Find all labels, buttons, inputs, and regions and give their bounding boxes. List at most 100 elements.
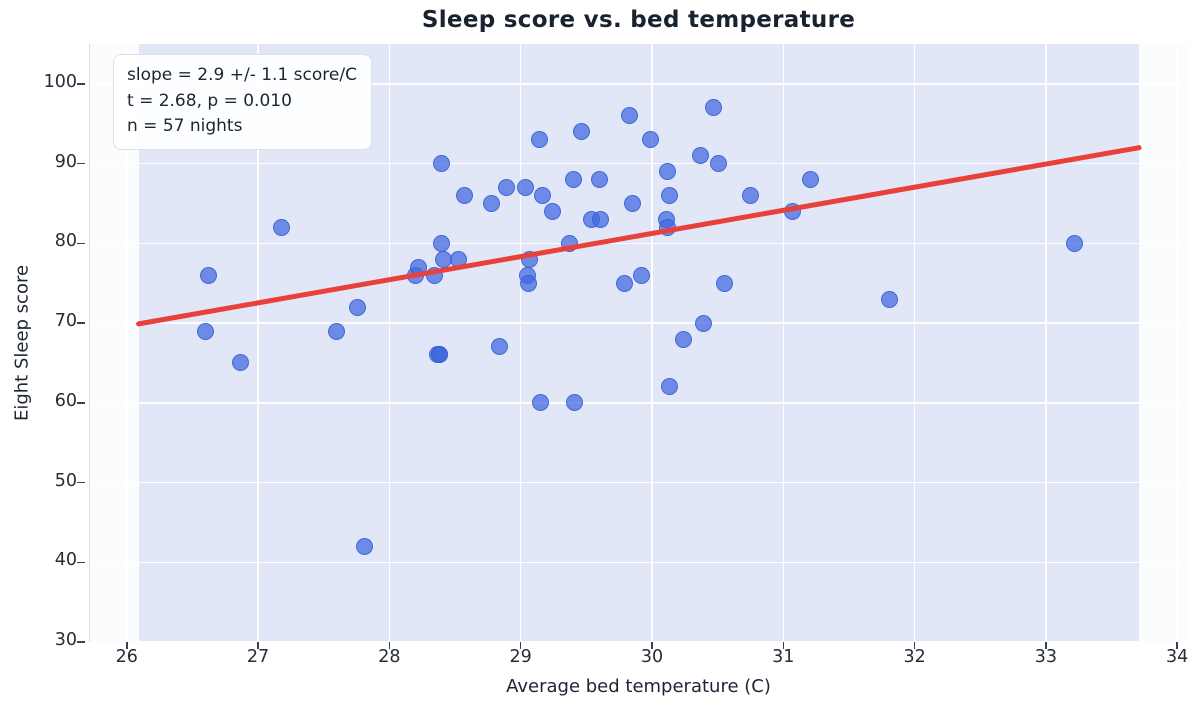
data-point (564, 171, 582, 189)
data-point (659, 163, 677, 181)
annotation-line-stats: t = 2.68, p = 0.010 (127, 90, 292, 111)
data-point (710, 155, 728, 173)
data-point (674, 330, 692, 348)
data-point (483, 194, 501, 212)
data-point (531, 394, 549, 412)
x-tick-mark (257, 642, 259, 649)
gridline-vertical (519, 44, 522, 641)
x-tick-label: 34 (1166, 647, 1189, 667)
trend-line-svg (136, 145, 1142, 327)
x-tick-label: 26 (115, 647, 138, 667)
x-tick-mark (1176, 642, 1178, 649)
data-point (705, 99, 723, 117)
data-point (615, 274, 633, 292)
data-point (590, 171, 608, 189)
gridline-horizontal (90, 641, 1188, 643)
data-point (741, 186, 759, 204)
data-point (715, 274, 733, 292)
y-tick-label: 50 (54, 470, 77, 491)
data-point (199, 266, 217, 284)
data-point (1066, 234, 1084, 252)
y-tick-mark (77, 561, 85, 564)
data-point (273, 218, 291, 236)
y-tick-mark (77, 481, 85, 484)
x-tick-label: 30 (640, 647, 664, 667)
y-tick-mark (77, 322, 85, 324)
y-tick-label: 90 (54, 151, 77, 172)
x-tick-label: 28 (378, 647, 401, 667)
data-point (802, 171, 820, 189)
y-tick-label: 70 (54, 311, 77, 332)
gridline-vertical (126, 44, 128, 641)
annotation-line-slope: slope = 2.9 +/- 1.1 score/C (127, 65, 357, 85)
gridline-horizontal (90, 322, 1188, 324)
data-point (430, 346, 448, 364)
y-axis-label: Eight Sleep score (11, 264, 33, 422)
x-tick-mark (519, 642, 522, 649)
x-tick-label: 32 (903, 647, 926, 667)
data-point (517, 179, 535, 197)
data-point (632, 266, 650, 284)
x-tick-label: 29 (509, 647, 532, 667)
gridline-vertical (782, 44, 785, 641)
data-point (433, 155, 451, 173)
data-point (455, 186, 473, 204)
gridline-vertical (913, 44, 916, 641)
data-point (623, 194, 641, 212)
data-point (497, 179, 515, 197)
x-tick-mark (782, 642, 785, 649)
y-tick-label: 40 (54, 550, 77, 571)
data-point (642, 131, 660, 149)
y-tick-label: 80 (54, 231, 77, 252)
data-point (572, 123, 590, 141)
chart-title: Sleep score vs. bed temperature (421, 7, 856, 33)
x-tick-label: 33 (1034, 647, 1058, 667)
data-point (349, 298, 367, 316)
x-tick-mark (651, 642, 653, 649)
y-tick-label: 100 (43, 71, 77, 92)
y-tick-mark (77, 162, 85, 165)
gridline-vertical (1045, 44, 1047, 641)
data-point (660, 186, 678, 204)
data-point (232, 354, 250, 372)
gridline-horizontal (90, 481, 1188, 484)
data-point (534, 186, 552, 204)
data-point (694, 314, 712, 332)
data-point (660, 378, 678, 396)
data-point (592, 210, 610, 228)
gridline-horizontal (90, 162, 1188, 165)
gridline-vertical (388, 44, 391, 641)
y-tick-mark (77, 242, 85, 245)
data-point (621, 107, 639, 125)
plot-area: slope = 2.9 +/- 1.1 score/C t = 2.68, p … (44, 44, 1188, 667)
x-axis-label: Average bed temperature (C) (506, 676, 771, 697)
data-point (328, 322, 346, 340)
gridline-vertical (1176, 44, 1178, 641)
y-tick-label: 30 (54, 630, 77, 650)
gridline-horizontal (90, 242, 1188, 245)
data-point (566, 394, 583, 412)
annotation-line-n: n = 57 nights (127, 116, 243, 136)
gridline-horizontal (90, 402, 1188, 404)
gridline-horizontal (90, 561, 1188, 564)
x-tick-mark (1045, 642, 1047, 649)
gridline-vertical (651, 44, 653, 641)
data-point (881, 290, 899, 308)
y-tick-mark (77, 641, 85, 643)
x-tick-label: 27 (246, 647, 270, 667)
gridline-horizontal (90, 83, 1188, 85)
x-tick-mark (126, 642, 128, 649)
data-point (543, 202, 561, 220)
y-tick-mark (77, 402, 85, 404)
x-tick-label: 31 (772, 647, 795, 667)
data-point (197, 322, 215, 340)
data-point (491, 338, 509, 356)
trend-line (136, 145, 1142, 327)
x-tick-mark (913, 642, 916, 649)
data-point (355, 537, 373, 555)
annotation-box: slope = 2.9 +/- 1.1 score/C t = 2.68, p … (113, 54, 372, 150)
data-point (520, 274, 538, 292)
y-tick-mark (77, 83, 85, 85)
data-point (692, 147, 710, 165)
